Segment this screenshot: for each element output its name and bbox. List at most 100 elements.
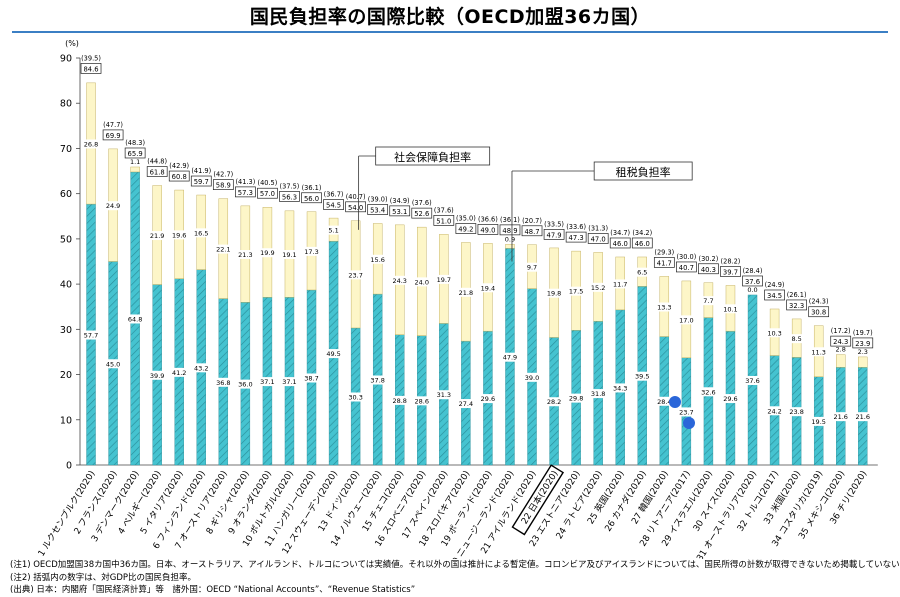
tax-value-label: 64.8 bbox=[128, 315, 142, 323]
total-value-label: 54.0 bbox=[348, 204, 363, 212]
label-backing bbox=[390, 395, 409, 405]
total-value-label: 41.7 bbox=[657, 259, 672, 267]
label-backing bbox=[346, 392, 365, 402]
tax-value-label: 37.1 bbox=[282, 378, 296, 386]
total-value-label: 46.0 bbox=[635, 240, 650, 248]
label-backing bbox=[82, 139, 101, 149]
total-value-label: 49.2 bbox=[458, 226, 473, 234]
tax-value-label: 43.2 bbox=[194, 364, 208, 372]
label-backing bbox=[302, 246, 321, 256]
label-backing bbox=[104, 359, 123, 369]
total-box bbox=[587, 233, 609, 244]
gdp-ratio-label: (35.0) bbox=[456, 215, 476, 223]
label-backing bbox=[148, 370, 167, 380]
total-value-label: 24.3 bbox=[833, 338, 848, 346]
total-value-label: 39.7 bbox=[723, 268, 738, 276]
label-backing bbox=[500, 352, 519, 362]
total-value-label: 47.3 bbox=[569, 234, 584, 242]
total-value-label: 65.9 bbox=[128, 150, 143, 158]
social-value-label: 0.9 bbox=[505, 235, 515, 243]
tax-value-label: 28.2 bbox=[547, 398, 561, 406]
total-box bbox=[808, 306, 830, 318]
gdp-ratio-label: (17.2) bbox=[831, 327, 851, 335]
tax-value-label: 49.5 bbox=[326, 350, 340, 358]
gdp-ratio-label: (33.6) bbox=[566, 223, 586, 231]
total-value-label: 40.7 bbox=[679, 264, 694, 272]
bar-social bbox=[130, 166, 140, 173]
label-backing bbox=[434, 274, 453, 284]
label-backing bbox=[677, 407, 696, 417]
social-value-label: 0.0 bbox=[747, 286, 757, 294]
tax-value-label: 32.6 bbox=[701, 388, 715, 396]
tax-value-label: 36.8 bbox=[216, 379, 230, 387]
total-box bbox=[742, 275, 763, 287]
total-value-label: 56.0 bbox=[304, 195, 319, 203]
total-value-label: 58.9 bbox=[216, 182, 231, 190]
social-value-label: 24.0 bbox=[415, 278, 429, 286]
total-value-label: 54.5 bbox=[326, 202, 341, 210]
tax-value-label: 34.3 bbox=[613, 384, 627, 392]
y-tick-label: 10 bbox=[60, 415, 72, 426]
gdp-ratio-label: (30.2) bbox=[699, 255, 719, 263]
label-backing bbox=[787, 334, 806, 344]
gdp-ratio-label: (42.7) bbox=[213, 171, 233, 179]
total-box bbox=[389, 205, 411, 217]
social-value-label: 2.3 bbox=[858, 348, 868, 356]
gdp-ratio-label: (34.2) bbox=[632, 229, 652, 237]
label-backing bbox=[368, 375, 387, 385]
total-value-label: 57.0 bbox=[260, 190, 275, 198]
tax-value-label: 23.7 bbox=[679, 408, 693, 416]
total-value-label: 32.3 bbox=[789, 302, 804, 310]
label-backing bbox=[589, 389, 608, 399]
total-value-label: 53.4 bbox=[370, 207, 385, 215]
total-value-label: 57.3 bbox=[238, 189, 253, 197]
label-backing bbox=[412, 277, 431, 287]
gdp-ratio-label: (36.1) bbox=[500, 216, 520, 224]
tax-value-label: 24.2 bbox=[767, 407, 781, 415]
callout-tax-label: 租税負担率 bbox=[616, 165, 671, 179]
total-value-label: 53.1 bbox=[392, 208, 407, 216]
y-tick-label: 90 bbox=[60, 54, 72, 65]
gdp-ratio-label: (19.7) bbox=[853, 329, 873, 337]
total-box bbox=[301, 192, 322, 204]
y-tick-label: 30 bbox=[60, 325, 72, 336]
y-tick-label: 80 bbox=[60, 99, 72, 110]
gdp-ratio-label: (30.0) bbox=[676, 253, 696, 261]
label-backing bbox=[831, 412, 850, 422]
total-box bbox=[676, 261, 697, 273]
marker-dot bbox=[669, 396, 681, 408]
tax-value-label: 37.1 bbox=[260, 378, 274, 386]
label-backing bbox=[523, 372, 542, 382]
total-value-label: 48.7 bbox=[524, 228, 539, 236]
total-value-label: 56.3 bbox=[282, 193, 297, 201]
japan-highlight-box bbox=[511, 464, 565, 536]
social-value-label: 1.1 bbox=[130, 158, 140, 166]
total-box bbox=[609, 237, 631, 249]
note-2: (注2) 括弧内の数字は、対GDP比の国民負担率。 bbox=[10, 572, 197, 583]
label-backing bbox=[545, 397, 564, 407]
total-box bbox=[455, 223, 477, 234]
total-box bbox=[477, 224, 499, 235]
note-source: (出典) 日本：内閣府「国民経済計算」等 諸外国：OECD “National … bbox=[10, 585, 416, 595]
tax-value-label: 41.2 bbox=[172, 369, 186, 377]
gdp-ratio-label: (34.9) bbox=[390, 197, 410, 205]
total-box bbox=[543, 229, 565, 240]
tax-value-label: 37.6 bbox=[745, 377, 759, 385]
total-box bbox=[521, 225, 543, 237]
label-backing bbox=[743, 375, 762, 385]
total-value-label: 37.6 bbox=[745, 278, 760, 286]
gdp-ratio-label: (24.9) bbox=[765, 281, 785, 289]
social-value-label: 19.6 bbox=[172, 231, 186, 239]
tax-value-label: 37.8 bbox=[370, 377, 384, 385]
label-backing bbox=[567, 393, 586, 403]
label-backing bbox=[346, 270, 365, 280]
gdp-ratio-label: (26.1) bbox=[787, 291, 807, 299]
label-backing bbox=[170, 367, 189, 377]
bar-social bbox=[858, 356, 868, 368]
tax-value-label: 28.4 bbox=[657, 398, 671, 406]
total-value-label: 60.8 bbox=[172, 173, 187, 181]
total-box bbox=[367, 204, 389, 215]
label-backing bbox=[743, 284, 762, 294]
social-value-label: 21.3 bbox=[238, 251, 252, 259]
tax-value-label: 29.6 bbox=[481, 395, 495, 403]
